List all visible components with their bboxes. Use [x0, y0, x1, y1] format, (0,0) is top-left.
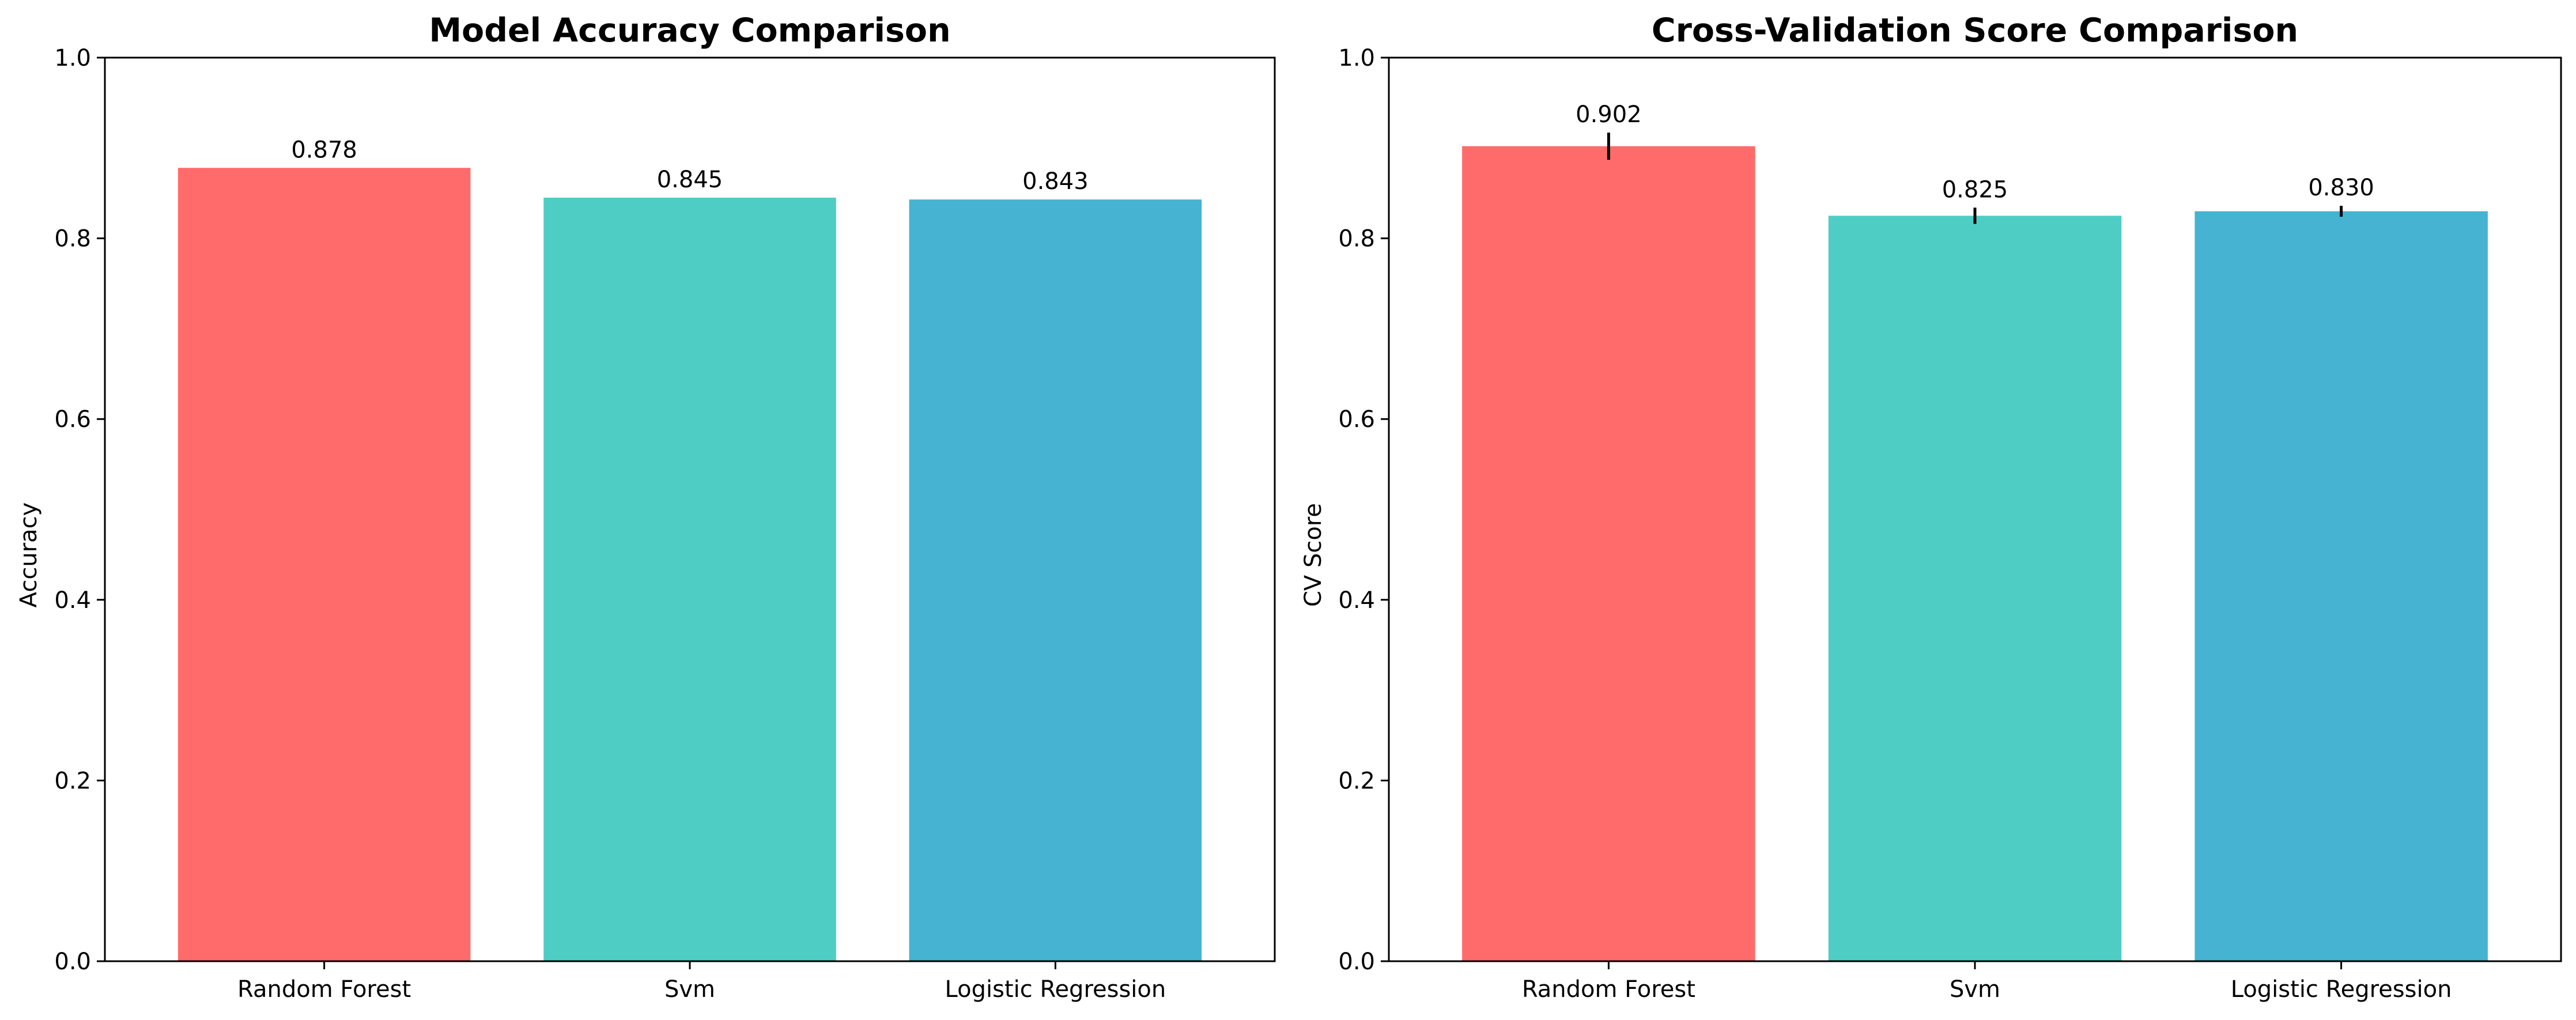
bar-1	[543, 198, 836, 961]
bar-2	[2194, 211, 2488, 962]
bar-1	[1828, 216, 2122, 961]
y-tick-label-3: 0.6	[54, 406, 91, 433]
y-tick-label-2: 0.4	[1338, 587, 1375, 614]
y-tick-label-5: 1.0	[54, 45, 91, 71]
x-tick-label-2: Logistic Regression	[2231, 976, 2452, 1003]
y-tick-label-5: 1.0	[1338, 45, 1375, 71]
x-tick-label-0: Random Forest	[1522, 976, 1695, 1003]
data-label-1: 0.825	[1942, 176, 2008, 203]
y-tick-label-0: 0.0	[1338, 949, 1375, 975]
y-tick-label-4: 0.8	[54, 226, 91, 252]
data-label-2: 0.843	[1022, 168, 1089, 195]
y-tick-label-0: 0.0	[54, 949, 91, 975]
data-label-0: 0.878	[291, 137, 357, 163]
y-tick-label-1: 0.2	[1338, 768, 1375, 794]
data-label-2: 0.830	[2308, 175, 2374, 201]
x-tick-label-0: Random Forest	[237, 976, 411, 1003]
y-tick-label-3: 0.6	[1338, 406, 1375, 433]
data-label-0: 0.902	[1576, 101, 1642, 128]
x-tick-label-1: Svm	[664, 976, 715, 1003]
y-axis-label: Accuracy	[16, 503, 42, 608]
accuracy-chart: Model Accuracy Comparison Accuracy 0.878…	[16, 12, 1276, 1003]
y-tick-label-2: 0.4	[54, 587, 91, 614]
chart-title: Cross-Validation Score Comparison	[1652, 12, 2298, 50]
x-tick-label-2: Logistic Regression	[945, 976, 1166, 1003]
bar-0	[1462, 146, 1755, 962]
y-tick-label-1: 0.2	[54, 768, 91, 794]
bar-0	[177, 168, 471, 961]
x-tick-label-1: Svm	[1950, 976, 2000, 1003]
bar-2	[909, 199, 1202, 962]
y-tick-label-4: 0.8	[1338, 226, 1375, 252]
data-label-1: 0.845	[657, 167, 723, 193]
y-axis-label: CV Score	[1300, 503, 1327, 607]
cv-score-chart: Cross-Validation Score Comparison CV Sco…	[1300, 12, 2562, 1003]
chart-title: Model Accuracy Comparison	[429, 12, 950, 50]
